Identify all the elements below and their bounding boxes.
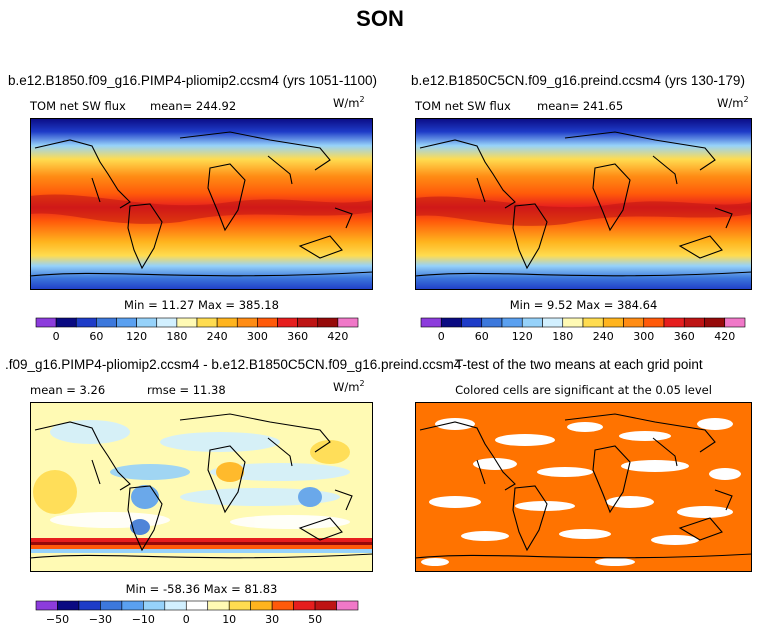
colorbar-cell (293, 600, 316, 611)
colorbar-cell (35, 600, 58, 611)
colorbar-cell (623, 317, 645, 328)
top-right-minmax: Min = 9.52 Max = 384.64 (509, 298, 658, 312)
colorbar-tick-label: 60 (475, 330, 489, 343)
colorbar-tick-label: 240 (593, 330, 614, 343)
colorbar-tick-label: −10 (132, 613, 155, 626)
colorbar-cell (317, 317, 339, 328)
bottom-right-subtitle: Colored cells are significant at the 0.0… (455, 383, 712, 397)
colorbar-tick-label: 420 (327, 330, 348, 343)
colorbar-tick-label: 120 (126, 330, 147, 343)
bottom-left-map (29, 402, 374, 572)
colorbar-tick-label: 30 (265, 613, 279, 626)
colorbar-cell (420, 317, 442, 328)
top-right-mean: mean= 241.65 (537, 99, 624, 113)
colorbar-cell (602, 317, 624, 328)
colorbar-cell (521, 317, 543, 328)
bottom-left-colorbar: −50 −30 −10 0 10 30 50 (35, 600, 359, 626)
colorbar-cell (228, 600, 251, 611)
top-right-units: W/m2 (717, 95, 749, 110)
colorbar-tick-label: 0 (183, 613, 190, 626)
colorbar-cell (121, 600, 144, 611)
colorbar-cell (501, 317, 523, 328)
colorbar-tick-label: 300 (247, 330, 268, 343)
colorbar-cell (257, 317, 278, 328)
colorbar-cell (185, 600, 209, 611)
colorbar-tick-label: 0 (438, 330, 445, 343)
colorbar-cell (277, 317, 298, 328)
top-left-units: W/m2 (333, 95, 365, 110)
colorbar-cell (236, 317, 258, 328)
colorbar-tick-label: 240 (207, 330, 228, 343)
figure-title: SON (356, 6, 404, 31)
top-right-variable: TOM net SW flux (415, 99, 511, 113)
colorbar-cell (337, 317, 359, 328)
colorbar-cell (143, 600, 166, 611)
colorbar-cell (75, 317, 97, 328)
colorbar-cell (164, 600, 187, 611)
colorbar-cell (663, 317, 685, 328)
bottom-left-rmse: rmse = 11.38 (147, 383, 226, 397)
colorbar-cell (724, 317, 746, 328)
colorbar-cell (100, 600, 123, 611)
colorbar-cell (582, 317, 604, 328)
colorbar-cell (481, 317, 503, 328)
colorbar-cell (683, 317, 705, 328)
bottom-left-units: W/m2 (333, 379, 365, 394)
top-left-case-title: b.e12.B1850.f09_g16.PIMP4-pliomip2.ccsm4… (8, 73, 377, 88)
colorbar-cell (57, 600, 80, 611)
bottom-left-minmax: Min = -58.36 Max = 81.83 (125, 582, 278, 596)
top-left-colorbar: 0 60 120 180 240 300 360 420 (35, 317, 359, 343)
colorbar-cell (116, 317, 137, 328)
colorbar-tick-label: −50 (46, 613, 69, 626)
colorbar-tick-label: −30 (89, 613, 112, 626)
colorbar-cell (35, 317, 57, 328)
colorbar-cell (96, 317, 117, 328)
colorbar-tick-label: 300 (633, 330, 654, 343)
colorbar-tick-label: 420 (714, 330, 735, 343)
top-left-variable: TOM net SW flux (30, 99, 126, 113)
colorbar-cell (562, 317, 584, 328)
colorbar-tick-label: 10 (222, 613, 236, 626)
bottom-left-mean: mean = 3.26 (30, 383, 106, 397)
colorbar-tick-label: 0 (53, 330, 60, 343)
colorbar-cell (704, 317, 726, 328)
colorbar-cell (78, 600, 101, 611)
colorbar-cell (440, 317, 462, 328)
colorbar-cell (136, 317, 158, 328)
colorbar-tick-label: 120 (512, 330, 533, 343)
top-left-minmax: Min = 11.27 Max = 385.18 (124, 298, 279, 312)
colorbar-tick-label: 180 (552, 330, 573, 343)
colorbar-cell (297, 317, 319, 328)
colorbar-cell (250, 600, 273, 611)
colorbar-cell (156, 317, 178, 328)
colorbar-cell (176, 317, 198, 328)
colorbar-tick-label: 360 (287, 330, 308, 343)
bottom-left-case-title: .f09_g16.PIMP4-pliomip2.ccsm4 - b.e12.B1… (5, 357, 462, 372)
colorbar-cell (271, 600, 294, 611)
colorbar-cell (207, 600, 230, 611)
colorbar-cell (216, 317, 238, 328)
colorbar-cell (55, 317, 77, 328)
colorbar-cell (196, 317, 218, 328)
top-right-map (414, 118, 753, 290)
bottom-right-map (414, 402, 753, 572)
colorbar-tick-label: 360 (674, 330, 695, 343)
colorbar-tick-label: 50 (308, 613, 322, 626)
top-right-case-title: b.e12.B1850C5CN.f09_g16.preind.ccsm4 (yr… (411, 73, 745, 88)
top-left-mean: mean= 244.92 (150, 99, 237, 113)
top-right-colorbar: 0 60 120 180 240 300 360 420 (420, 317, 746, 343)
colorbar-cell (643, 317, 665, 328)
colorbar-tick-label: 60 (89, 330, 103, 343)
colorbar-tick-label: 180 (166, 330, 187, 343)
bottom-right-title: T-test of the two means at each grid poi… (455, 357, 703, 372)
colorbar-cell (314, 600, 337, 611)
colorbar-cell (542, 317, 564, 328)
colorbar-cell (461, 317, 483, 328)
top-left-map (29, 118, 374, 290)
colorbar-cell (336, 600, 359, 611)
